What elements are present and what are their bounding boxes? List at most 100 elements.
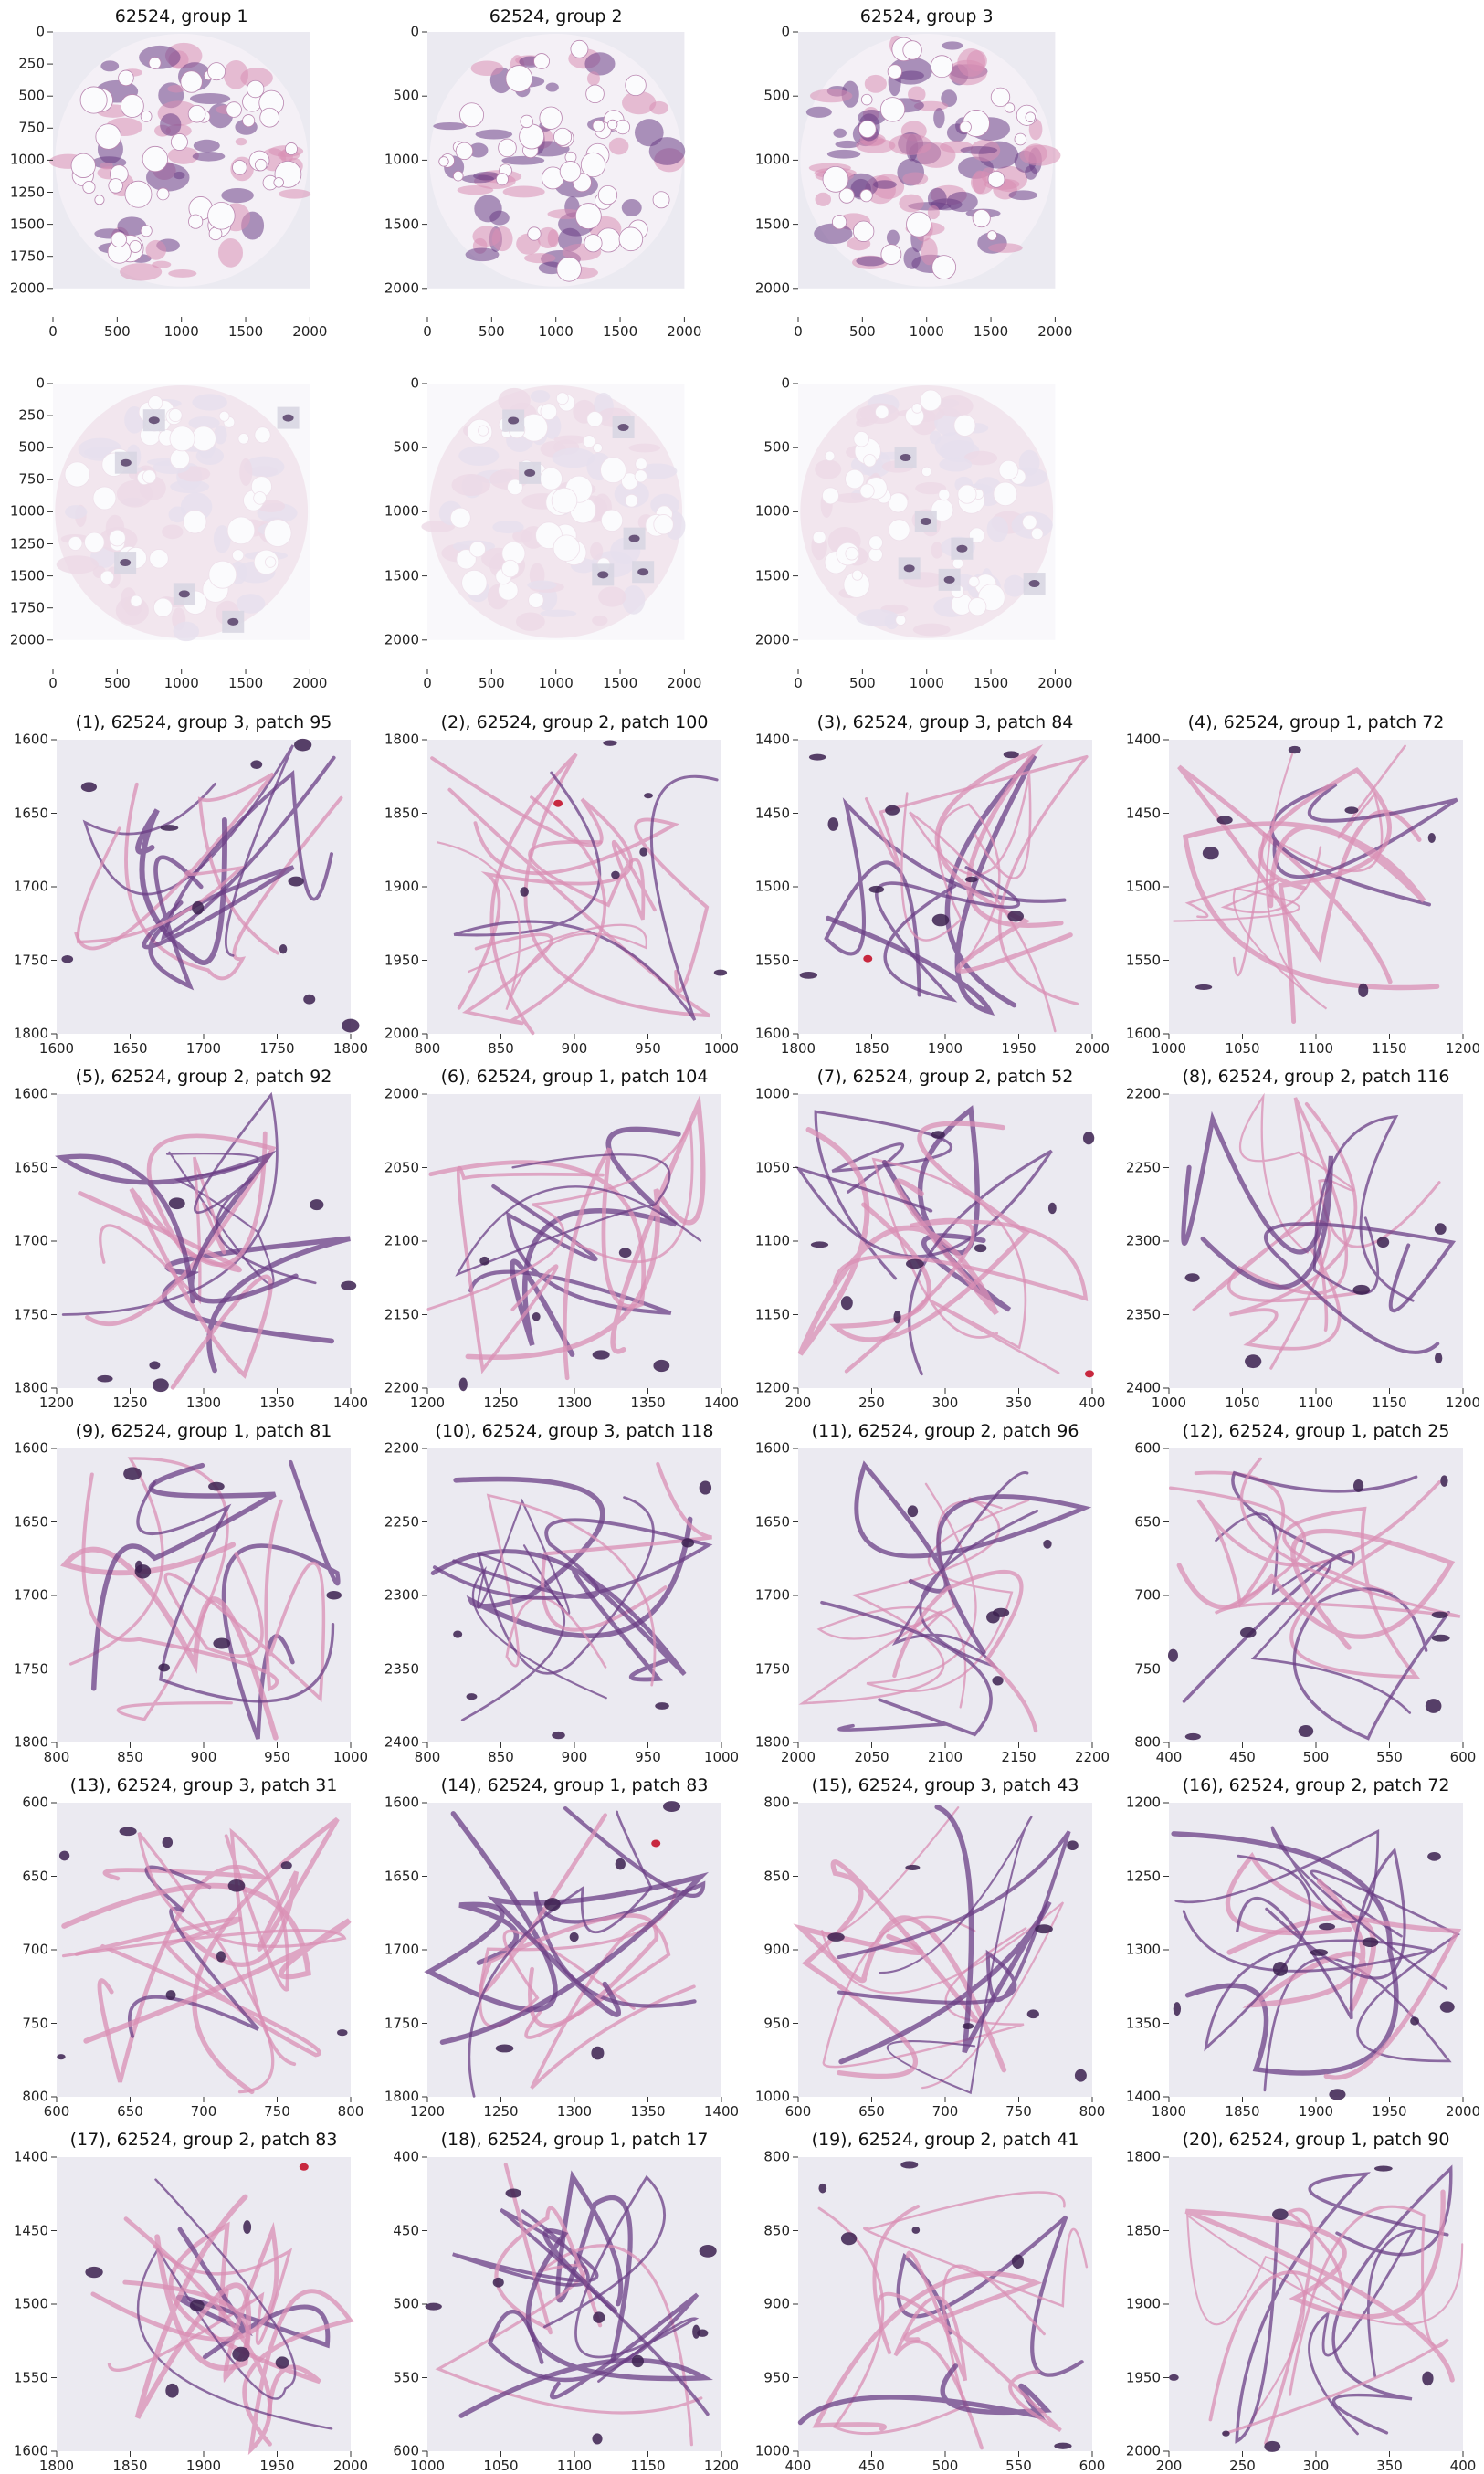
- y-tick-label: 1200: [754, 1379, 790, 1396]
- nucleus: [1202, 847, 1219, 860]
- nucleus: [1431, 1634, 1450, 1642]
- y-tick-label: 1750: [13, 1306, 48, 1322]
- fat-cell: [879, 97, 906, 122]
- y-tick-label: 1650: [13, 805, 48, 821]
- patch-highlight-tissue: [120, 559, 132, 567]
- x-tick-label: 1800: [1151, 2103, 1187, 2120]
- membrane-strand: [801, 1859, 980, 2079]
- x-tick-label: 1500: [227, 323, 264, 340]
- fat-cell: [911, 403, 922, 414]
- tissue-blob: [590, 542, 604, 560]
- x-tick-label: 1900: [1298, 2103, 1334, 2120]
- y-tick-label: 2100: [384, 1232, 419, 1249]
- membrane-strand: [829, 1121, 1031, 1342]
- fat-cell: [597, 184, 618, 205]
- nucleus: [189, 2300, 205, 2311]
- patch-title: (3), 62524, group 3, patch 84: [816, 712, 1074, 732]
- patch-title: (4), 62524, group 1, patch 72: [1187, 712, 1445, 732]
- fat-cell: [527, 226, 542, 241]
- y-tick-label: 0: [410, 374, 419, 392]
- y-tick-label: 0: [781, 374, 790, 392]
- y-tick-label: 2000: [384, 1085, 419, 1102]
- tissue-blob: [941, 89, 958, 107]
- x-tick-label: 1000: [332, 1749, 369, 1765]
- x-tick-label: 1700: [185, 1040, 222, 1057]
- tissue-blob: [835, 140, 860, 149]
- y-tick-label: 1650: [13, 1513, 48, 1530]
- core-panel-group-3: [798, 32, 1061, 289]
- membrane-strand: [1184, 2189, 1455, 2383]
- red-blood-cell: [1084, 1370, 1094, 1378]
- nucleus: [1043, 1539, 1052, 1549]
- fat-cell: [845, 468, 865, 490]
- patch-title: (20), 62524, group 1, patch 90: [1182, 2130, 1450, 2150]
- y-tick-label: 1250: [9, 184, 45, 200]
- nucleus: [552, 1731, 565, 1740]
- tissue-blob: [217, 238, 244, 268]
- x-tick-label: 700: [190, 2103, 217, 2120]
- patch-highlight-tissue: [943, 575, 955, 584]
- x-tick-label: 450: [858, 2458, 885, 2474]
- y-tick-label: 2000: [9, 631, 45, 648]
- nucleus: [532, 1312, 541, 1321]
- nucleus: [639, 847, 648, 857]
- y-tick-label: 600: [1134, 1439, 1161, 1457]
- x-tick-label: 500: [931, 2458, 959, 2474]
- x-tick-label: 700: [931, 2103, 959, 2120]
- y-tick-label: 550: [393, 2369, 419, 2385]
- tissue-blob: [621, 198, 642, 216]
- x-tick-label: 1000: [909, 675, 944, 691]
- membrane-strand: [468, 1810, 653, 2098]
- x-tick-label: 2000: [292, 323, 328, 340]
- core-panel-group-1: [49, 32, 311, 289]
- nucleus: [294, 738, 312, 752]
- membrane-strand: [488, 2292, 700, 2400]
- patch-highlight-tissue: [597, 571, 609, 579]
- tissue-blob: [145, 239, 167, 260]
- fat-cell: [95, 123, 121, 150]
- membrane-strand: [55, 1150, 299, 1304]
- tissue-blob: [908, 86, 926, 103]
- nucleus: [1035, 1924, 1053, 1934]
- fat-cell: [108, 178, 123, 194]
- nucleus: [1434, 1352, 1443, 1364]
- fat-cell: [253, 491, 267, 505]
- y-tick-label: 1250: [1125, 1868, 1161, 1884]
- y-tick-label: 1450: [13, 2222, 48, 2238]
- fat-cell: [993, 481, 1018, 507]
- x-tick-label: 500: [479, 323, 505, 340]
- tissue-blob: [957, 47, 986, 77]
- membrane-strand: [812, 2270, 1043, 2432]
- nucleus: [1440, 1475, 1448, 1487]
- fat-cell: [82, 180, 96, 195]
- patch-panel-5: [55, 1091, 357, 1393]
- fat-cell: [111, 231, 127, 247]
- patch-highlight-tissue: [900, 454, 911, 462]
- tissue-blob: [56, 555, 99, 574]
- nucleus: [1167, 1648, 1178, 1662]
- fat-cell: [100, 570, 115, 584]
- fat-cell: [986, 230, 997, 241]
- tissue-blob: [902, 172, 929, 185]
- y-tick-label: 850: [763, 2222, 790, 2238]
- tissue-blob: [592, 615, 608, 626]
- x-tick-label: 850: [488, 1749, 514, 1765]
- patch-title: (12), 62524, group 1, patch 25: [1182, 1421, 1450, 1441]
- mask-panel-3: [798, 384, 1056, 640]
- x-tick-label: 900: [561, 1749, 588, 1765]
- fat-cell: [242, 114, 256, 128]
- patch-title: (5), 62524, group 2, patch 92: [75, 1067, 332, 1087]
- membrane-strand: [1236, 1847, 1406, 2020]
- y-tick-label: 500: [18, 438, 45, 456]
- x-tick-label: 1850: [1225, 2103, 1260, 2120]
- nucleus: [479, 1256, 489, 1266]
- fat-cell: [832, 215, 847, 230]
- fat-cell: [94, 195, 105, 205]
- x-tick-label: 1250: [483, 2103, 519, 2120]
- y-tick-label: 1800: [384, 731, 419, 748]
- x-tick-label: 1400: [703, 2103, 740, 2120]
- nucleus: [1352, 1284, 1371, 1295]
- fat-cell: [79, 86, 108, 114]
- y-tick-label: 1500: [384, 216, 419, 233]
